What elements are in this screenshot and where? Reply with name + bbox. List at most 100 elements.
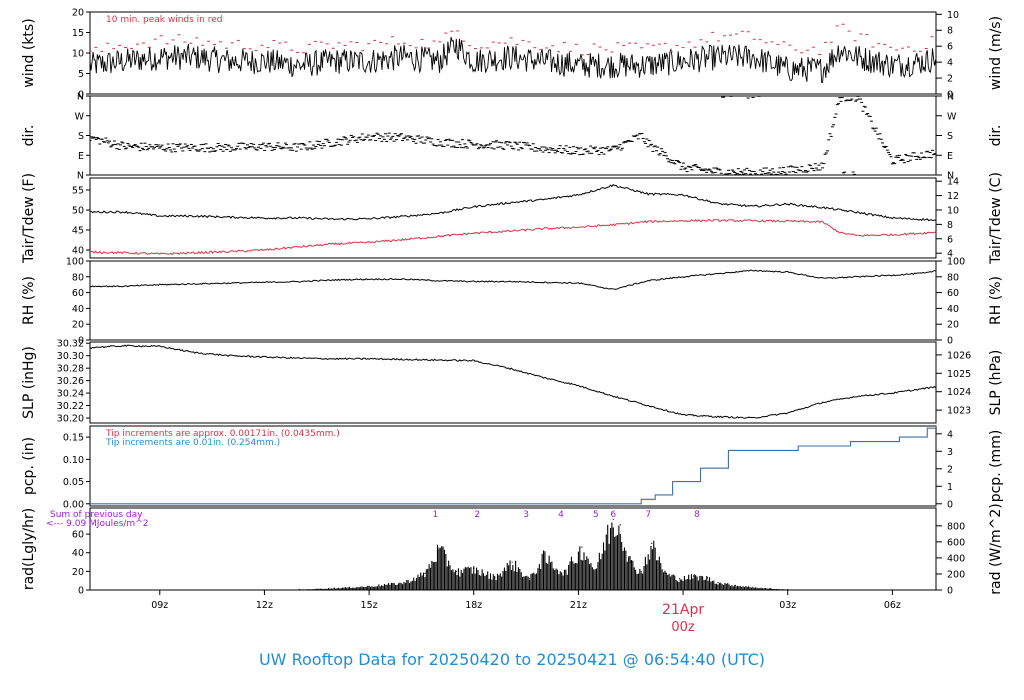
- right-tick-label: 1024: [947, 387, 971, 398]
- right-tick-label: W: [947, 111, 957, 122]
- left-tick-label: 20: [72, 8, 84, 19]
- left-tick-label: W: [75, 111, 85, 122]
- right-tick-label: 10: [947, 205, 959, 216]
- x-tick-label: 06z: [884, 600, 901, 611]
- right-tick-label: 20: [947, 320, 959, 331]
- right-tick-label: 1025: [947, 369, 971, 380]
- rad-point: [333, 587, 335, 589]
- right-tick-label: N: [947, 171, 954, 182]
- right-tick-label: 4: [947, 249, 953, 260]
- x-tick-label: 18z: [465, 600, 482, 611]
- right-tick-label: 2: [947, 464, 953, 475]
- rad-point: [692, 575, 695, 577]
- right-tick-label: 0: [947, 90, 953, 101]
- left-tick-label: 0.00: [63, 499, 84, 510]
- left-tick-label: 60: [72, 530, 84, 541]
- rad-point: [651, 542, 653, 545]
- rad-point: [752, 586, 754, 588]
- panel-note: Sum of previous day: [50, 510, 143, 520]
- right-tick-label: N: [947, 92, 954, 103]
- right-axis-title: Tair/Tdew (C): [988, 172, 1004, 265]
- right-tick-label: 1: [947, 482, 953, 493]
- series-peak: [90, 23, 934, 56]
- rad-point: [717, 581, 719, 584]
- left-axis-title: RH (%): [21, 276, 37, 325]
- panel-rh: 0 20 40 60 80 100 0 20 40 60 80 100 RH (%) RH (%): [21, 257, 1004, 347]
- rad-point: [494, 576, 496, 578]
- right-axis-title: pcp. (mm): [988, 430, 1004, 503]
- rad-point: [298, 588, 300, 590]
- left-tick-label: 40: [72, 548, 84, 559]
- chart-title: UW Rooftop Data for 20250420 to 20250421…: [259, 650, 765, 669]
- right-axis-title: SLP (hPa): [988, 350, 1004, 416]
- rad-marker-label: 6: [610, 510, 616, 520]
- left-axis-title: SLP (inHg): [21, 346, 37, 419]
- left-tick-label: S: [78, 131, 84, 142]
- plot-area: [298, 518, 806, 590]
- right-tick-label: 6: [947, 234, 953, 245]
- left-tick-label: 40: [72, 246, 84, 257]
- rad-point: [787, 588, 789, 590]
- right-axis-title: wind (m/s): [988, 16, 1004, 90]
- rad-point: [640, 570, 642, 572]
- rad-point: [368, 585, 370, 587]
- rad-point: [438, 547, 440, 549]
- right-tick-label: S: [947, 131, 953, 142]
- rad-marker-label: 5: [593, 510, 599, 520]
- panel-frame: [89, 425, 937, 507]
- left-tick-label: 0.15: [63, 433, 84, 444]
- left-tick-label: 50: [72, 206, 84, 217]
- panel-note: 10 min. peak winds in red: [106, 15, 223, 25]
- series-SLP: [90, 344, 936, 419]
- right-axis-title: dir.: [988, 125, 1004, 147]
- rad-point: [595, 568, 597, 571]
- rad-point: [542, 555, 545, 558]
- right-tick-label: 400: [947, 553, 965, 564]
- rad-point: [619, 524, 621, 526]
- right-tick-label: 10: [947, 10, 959, 21]
- left-tick-label: 0.05: [63, 477, 84, 488]
- panel-pcp: 0.00 0.05 0.10 0.15 0 1 2 3 4 pcp. (in) pcp. (mm) T…: [21, 425, 1004, 510]
- right-tick-label: 12: [947, 191, 959, 202]
- x-axis: 09z 12z 15z 18z 21z 03z 06z 21Apr 00z: [151, 590, 901, 635]
- right-tick-label: 4: [947, 429, 953, 440]
- left-tick-label: 20: [72, 320, 84, 331]
- left-tick-label: 80: [72, 272, 84, 283]
- left-axis-title: wind (kts): [21, 18, 37, 87]
- x-tick-label: 21z: [570, 600, 587, 611]
- series-Tair: [90, 183, 936, 222]
- rad-point: [455, 570, 457, 572]
- left-tick-label: 30.22: [57, 401, 84, 412]
- series-Tdew: [90, 218, 936, 256]
- x-tick-label: 03z: [779, 600, 796, 611]
- rad-marker-label: 8: [694, 510, 700, 520]
- plot-area: [90, 269, 936, 290]
- rad-marker-label: 2: [474, 510, 480, 520]
- left-tick-label: 30.32: [57, 339, 84, 350]
- left-axis-title: Tair/Tdew (F): [21, 173, 37, 264]
- panel-frame: [89, 177, 937, 259]
- right-tick-label: 6: [947, 42, 953, 53]
- plot-area: [90, 426, 936, 505]
- left-tick-label: 40: [72, 304, 84, 315]
- left-tick-label: 100: [66, 257, 84, 268]
- rad-point: [563, 571, 566, 573]
- rad-point: [511, 561, 513, 563]
- right-tick-label: 2: [947, 74, 953, 85]
- left-tick-label: 5: [78, 69, 84, 80]
- rad-point: [473, 567, 475, 570]
- rad-point: [581, 546, 583, 548]
- panel-note: <--- 9.09 MJoules/m^2: [46, 519, 148, 529]
- rad-point: [678, 578, 681, 580]
- x-tick-label: 09z: [151, 600, 168, 611]
- plot-area: [90, 23, 936, 84]
- rad-point: [734, 584, 737, 586]
- rad-marker-label: 7: [645, 510, 651, 520]
- rad-marker-label: 3: [523, 510, 529, 520]
- series-dir: [90, 96, 936, 175]
- rad-point: [424, 572, 426, 574]
